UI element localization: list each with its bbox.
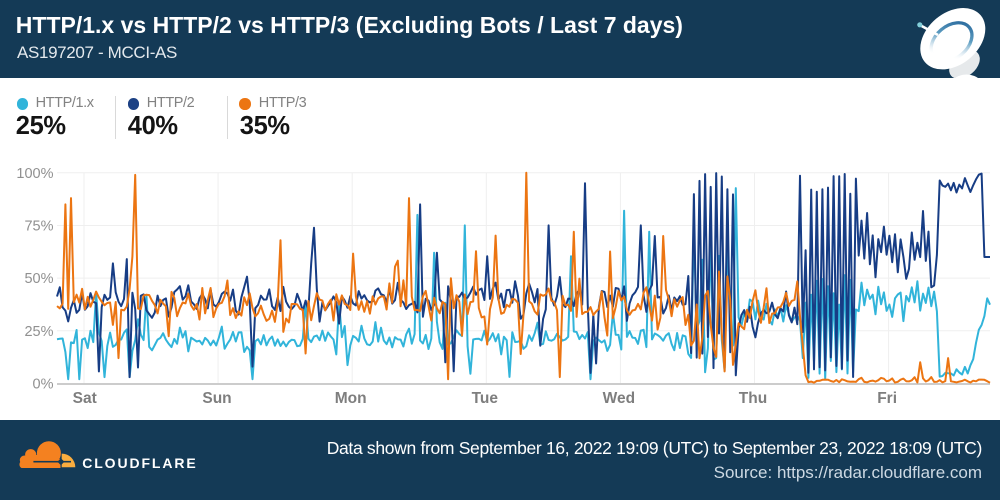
svg-text:Sat: Sat: [73, 390, 97, 407]
svg-text:CLOUDFLARE: CLOUDFLARE: [82, 455, 197, 471]
svg-text:75%: 75%: [24, 219, 53, 235]
svg-text:Thu: Thu: [739, 390, 767, 407]
svg-text:Sun: Sun: [202, 390, 231, 407]
svg-text:100%: 100%: [16, 166, 53, 182]
svg-text:0%: 0%: [33, 376, 54, 392]
svg-text:Wed: Wed: [603, 390, 635, 407]
svg-text:Fri: Fri: [877, 390, 897, 407]
svg-text:50%: 50%: [24, 271, 53, 287]
svg-text:Tue: Tue: [472, 390, 499, 407]
svg-text:25%: 25%: [24, 324, 53, 340]
svg-text:Mon: Mon: [335, 390, 367, 407]
